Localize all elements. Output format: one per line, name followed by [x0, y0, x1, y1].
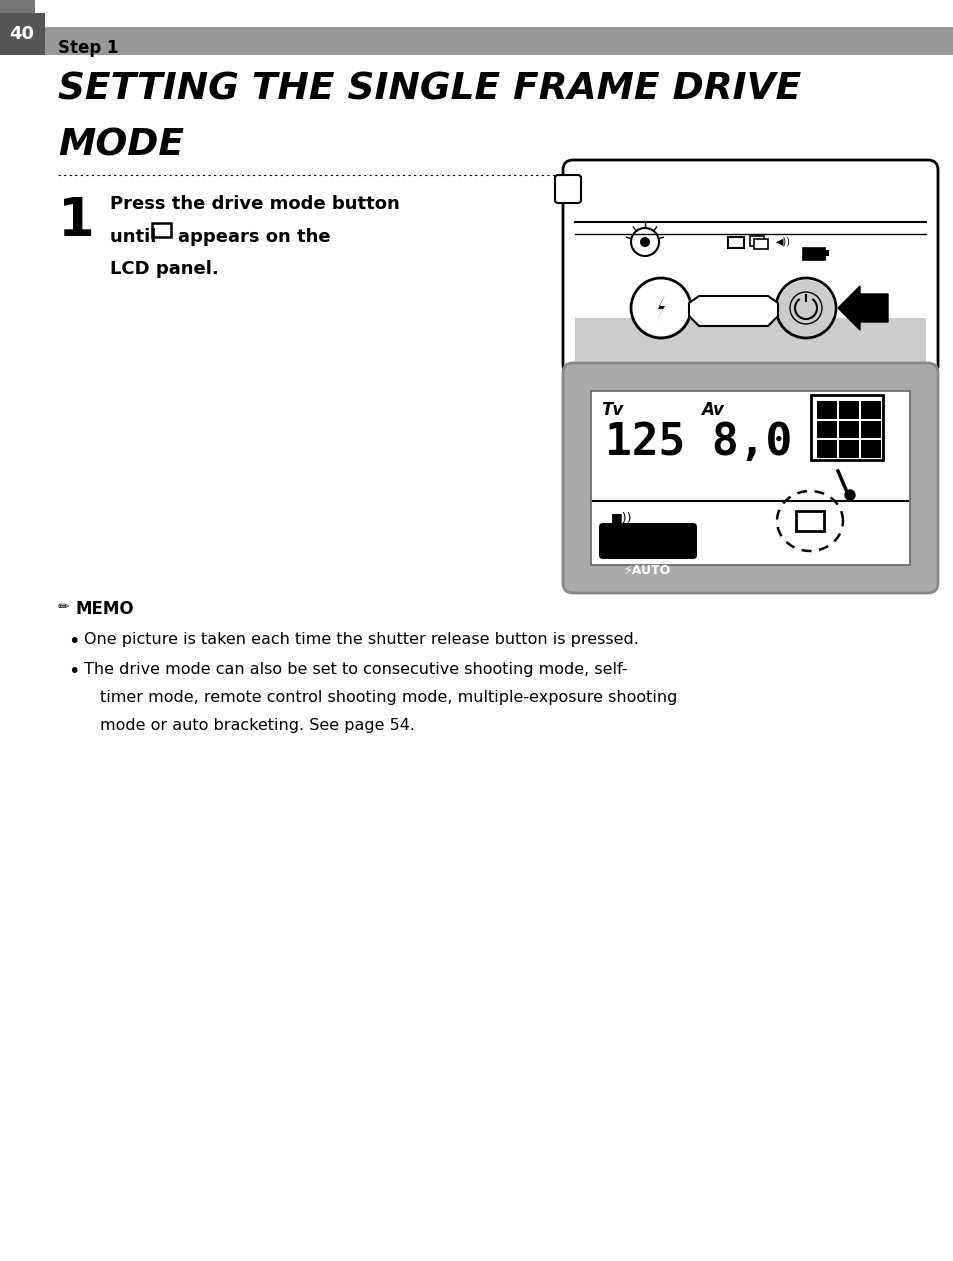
- Bar: [749, 236, 763, 246]
- Bar: [727, 237, 743, 248]
- Polygon shape: [688, 296, 778, 327]
- Text: The drive mode can also be set to consecutive shooting mode, self-: The drive mode can also be set to consec…: [84, 662, 627, 677]
- Circle shape: [844, 491, 854, 501]
- Bar: [838, 440, 858, 458]
- Circle shape: [639, 237, 649, 247]
- Text: LCD panel.: LCD panel.: [110, 260, 218, 277]
- Text: Av: Av: [700, 401, 723, 419]
- Text: 125 8,0: 125 8,0: [604, 421, 791, 464]
- FancyBboxPatch shape: [562, 363, 937, 593]
- Text: •: •: [68, 632, 79, 651]
- Polygon shape: [656, 294, 665, 322]
- Bar: [575, 318, 925, 363]
- Text: ◀)): ◀)): [775, 237, 790, 247]
- Text: •: •: [68, 662, 79, 681]
- FancyBboxPatch shape: [152, 223, 171, 237]
- Text: mode or auto bracketing. See page 54.: mode or auto bracketing. See page 54.: [100, 718, 415, 733]
- FancyBboxPatch shape: [555, 175, 580, 203]
- Bar: [861, 421, 880, 439]
- Bar: [861, 401, 880, 419]
- Text: Press the drive mode button: Press the drive mode button: [110, 195, 399, 213]
- FancyBboxPatch shape: [598, 523, 697, 559]
- Text: ■)): ■)): [610, 511, 632, 525]
- FancyBboxPatch shape: [590, 391, 909, 565]
- Bar: [795, 511, 823, 531]
- Text: One picture is taken each time the shutter release button is pressed.: One picture is taken each time the shutt…: [84, 632, 639, 647]
- FancyBboxPatch shape: [45, 26, 953, 55]
- Bar: [816, 401, 836, 419]
- Bar: [824, 250, 828, 256]
- Polygon shape: [837, 286, 887, 330]
- Bar: [802, 248, 824, 260]
- Text: 1: 1: [58, 195, 94, 247]
- Bar: [861, 440, 880, 458]
- Circle shape: [778, 280, 833, 335]
- FancyBboxPatch shape: [0, 0, 35, 55]
- Text: MEMO: MEMO: [76, 600, 134, 618]
- Text: 40: 40: [10, 25, 34, 43]
- Text: ✏: ✏: [58, 600, 70, 614]
- Bar: [816, 421, 836, 439]
- Text: timer mode, remote control shooting mode, multiple-exposure shooting: timer mode, remote control shooting mode…: [100, 690, 677, 705]
- FancyBboxPatch shape: [0, 13, 45, 55]
- Text: Tv: Tv: [600, 401, 622, 419]
- Bar: [753, 240, 767, 248]
- Bar: [816, 440, 836, 458]
- Text: appears on the: appears on the: [178, 228, 331, 246]
- Text: SETTING THE SINGLE FRAME DRIVE: SETTING THE SINGLE FRAME DRIVE: [58, 72, 801, 108]
- Bar: [810, 395, 882, 460]
- Text: until: until: [110, 228, 162, 246]
- FancyBboxPatch shape: [562, 160, 937, 375]
- Text: ⚡AUTO: ⚡AUTO: [623, 564, 671, 576]
- Text: MODE: MODE: [58, 129, 184, 164]
- Text: Step 1: Step 1: [58, 39, 118, 57]
- Bar: [838, 421, 858, 439]
- Bar: [838, 401, 858, 419]
- Circle shape: [633, 280, 688, 335]
